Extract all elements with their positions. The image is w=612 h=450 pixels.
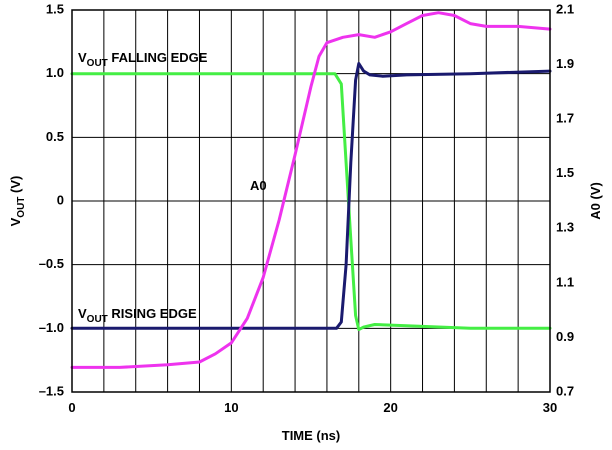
y-right-tick-label: 1.5: [556, 165, 574, 180]
tick-labels: 0 10 20 30 1.5 1.0 0.5 0 –0.5 –1.0 –1.5 2.1 1.9 1.7 1.…: [39, 1, 574, 415]
y-left-tick-label: 0: [57, 192, 64, 207]
y-right-tick-label: 0.7: [556, 383, 574, 398]
x-tick-label: 10: [224, 400, 238, 415]
series-line-1: [70, 72, 552, 332]
series-line-3: [70, 11, 552, 369]
y-right-tick-label: 2.1: [556, 1, 574, 16]
y-right-tick-label: 1.7: [556, 111, 574, 126]
annotation-falling-edge: VOUT FALLING EDGE: [78, 50, 208, 69]
y-right-tick-label: 1.3: [556, 220, 574, 235]
y-left-tick-label: 1.5: [46, 1, 64, 16]
y-left-tick-label: 0.5: [46, 129, 64, 144]
x-tick-label: 20: [383, 400, 397, 415]
y-axis-left-label: VOUT (V): [8, 176, 27, 227]
y-left-tick-label: –1.5: [39, 383, 64, 398]
x-tick-label: 30: [543, 400, 557, 415]
series-line-2: [70, 62, 552, 330]
y-right-tick-label: 1.9: [556, 56, 574, 71]
plot-frame: [71, 9, 551, 393]
annotation-a0: A0: [250, 178, 267, 193]
annotation-rising-edge: VOUT RISING EDGE: [78, 306, 197, 325]
y-left-tick-label: –1.0: [39, 320, 64, 335]
y-left-tick-label: 1.0: [46, 65, 64, 80]
x-axis-label: TIME (ns): [282, 428, 341, 443]
y-left-tick-label: –0.5: [39, 256, 64, 271]
y-right-tick-label: 1.1: [556, 274, 574, 289]
series-lines: [70, 11, 552, 369]
y-axis-right-label: A0 (V): [588, 182, 603, 220]
y-right-tick-label: 0.9: [556, 329, 574, 344]
x-tick-label: 0: [68, 400, 75, 415]
